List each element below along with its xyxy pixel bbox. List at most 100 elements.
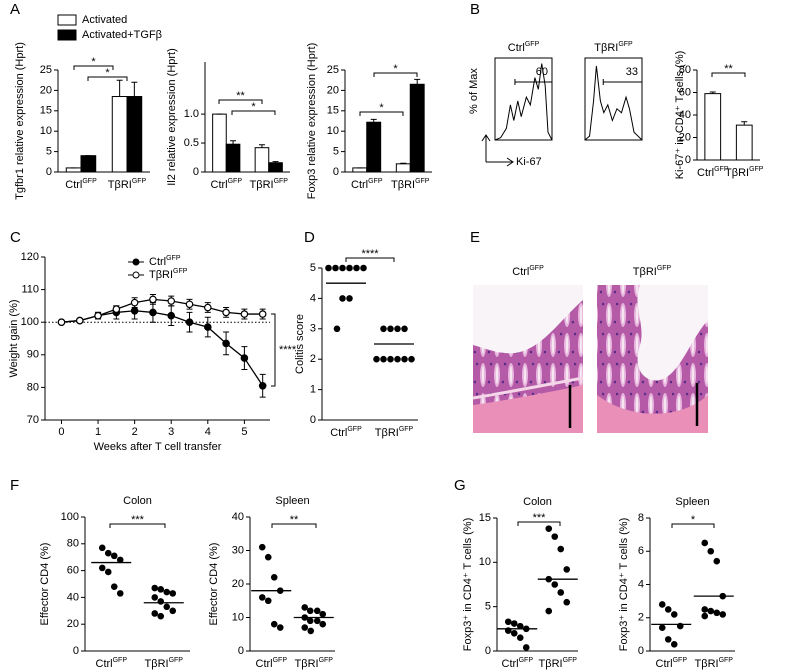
legend-label: CtrlGFP [149,255,181,268]
y-tick-label: 80 [27,381,39,393]
x-tick-label: CtrlGFP [330,426,362,439]
data-point [713,557,721,565]
data-point [157,598,165,605]
significance-label: * [105,67,110,79]
y-tick-label: 20 [40,84,52,96]
y-tick-label: 4 [310,292,316,304]
data-point [504,618,512,626]
data-point [563,566,571,573]
data-point [387,325,394,333]
significance-bracket [373,72,418,77]
data-point [360,264,367,272]
x-tick-label-superscript: GFP [368,178,383,185]
data-point [664,606,672,613]
bar [409,83,425,173]
sample-label-base: TβRI [594,42,618,54]
data-point [394,325,401,333]
panel-label: B [470,1,480,18]
x-tick-label: CtrlGFP [351,178,383,191]
y-tick-label: 20 [679,131,691,143]
data-point [98,564,106,572]
data-point [319,620,327,628]
y-tick-label: 40 [232,511,244,523]
data-point [157,586,165,593]
sample-label-superscript: GFP [618,41,633,48]
marker [204,303,212,312]
marker [240,310,249,318]
data-point [169,590,177,597]
bar [254,147,270,173]
y-tick-label: 15 [327,105,339,117]
x-tick-label-superscript: GFP [749,166,764,173]
legend-marker [132,271,140,279]
gate-percentage: 60 [536,66,548,78]
x-tick-label: TβRIGFP [250,178,289,191]
error-bar [272,161,279,163]
panel-label: D [304,229,315,246]
y-tick-label: 0 [73,645,79,657]
y-tick-label: 2 [310,353,316,365]
histogram-curve [494,63,553,141]
significance-label: ** [724,63,733,75]
significance-bracket [218,99,263,104]
significance-bracket [359,111,404,116]
x-tick-label-base: TβRI [250,179,274,191]
x-tick-label-base: Ctrl [330,427,347,439]
x-tick-label-base: TβRI [695,658,719,670]
legend-label: TβRIGFP [149,268,188,281]
legend-label-superscript: GFP [166,255,181,262]
image-label-superscript: GFP [657,265,672,272]
bar [225,143,241,173]
x-tick-label-base: TβRI [295,658,319,670]
x-tick-label: TβRIGFP [539,657,578,670]
data-point [332,264,339,272]
panel-label: A [10,1,20,18]
x-tick-label-base: TβRI [391,179,415,191]
x-tick-label-superscript: GFP [415,178,430,185]
sample-label: CtrlGFP [508,41,540,54]
chart-title: Spleen [675,496,709,508]
x-tick-label-superscript: GFP [319,657,334,664]
x-axis-label: Weeks after T cell transfer [94,441,222,453]
y-axis-label: % of Max [468,68,480,114]
x-tick-label-superscript: GFP [228,178,243,185]
x-tick-label-superscript: GFP [273,657,288,664]
data-point [380,325,387,333]
y-axis-label: Colitis score [294,314,306,374]
x-tick-label-superscript: GFP [719,657,734,664]
data-point [545,525,553,532]
y-tick-label: 15 [40,105,52,117]
legend-label: Activated [82,14,127,26]
data-point [110,583,118,590]
significance-label: * [393,63,398,75]
marker [222,339,230,348]
marker [75,316,84,325]
marker [94,311,102,320]
data-point [116,590,124,597]
data-point [701,606,709,613]
y-axis-label: Tgfbr1 relative expression (Hprt) [14,42,26,200]
x-tick-label-base: Ctrl [211,179,228,191]
marker [185,318,194,327]
error-bar [370,118,377,123]
x-tick-label-base: Ctrl [697,167,714,179]
x-tick-label-base: TβRI [539,658,563,670]
plot-frame [584,57,643,141]
legend-swatch [57,14,77,26]
histogram-curve [584,65,643,141]
submucosa [472,376,584,400]
bar [268,162,283,173]
data-point [339,295,346,302]
sample-label-superscript: GFP [525,41,540,48]
y-tick-label: 100 [21,316,39,328]
data-point [151,594,159,601]
y-axis-label: Effector CD4 (%) [208,543,220,626]
y-axis-label: Weight gain (%) [8,299,20,377]
error-bar [230,140,237,145]
panel-label: G [454,477,466,494]
error-bar [400,162,407,164]
data-point [557,589,565,596]
y-tick-label: 5 [485,601,491,613]
